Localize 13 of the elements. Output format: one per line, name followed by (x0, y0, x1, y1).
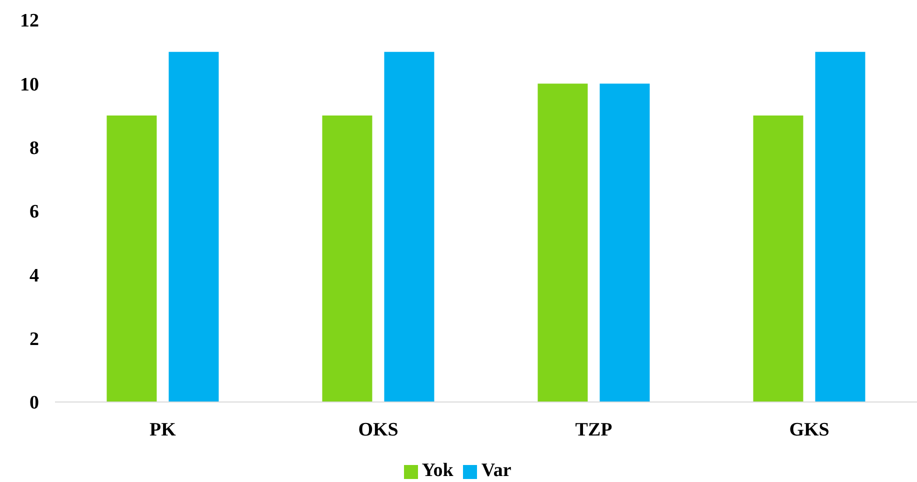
x-tick-label: TZP (575, 419, 613, 440)
y-tick-label: 8 (30, 138, 39, 160)
legend-label: Var (481, 460, 512, 481)
y-tick-label: 10 (20, 74, 39, 96)
y-tick-label: 6 (30, 202, 39, 223)
legend-label: Yok (422, 460, 454, 481)
x-tick-label: PK (150, 419, 176, 440)
y-tick-label: 4 (30, 265, 40, 286)
x-tick-label: OKS (358, 419, 398, 440)
x-tick-label: GKS (789, 419, 830, 440)
y-tick-label: 12 (20, 10, 39, 32)
y-tick-label: 0 (30, 392, 39, 414)
y-tick-label: 2 (30, 329, 39, 350)
